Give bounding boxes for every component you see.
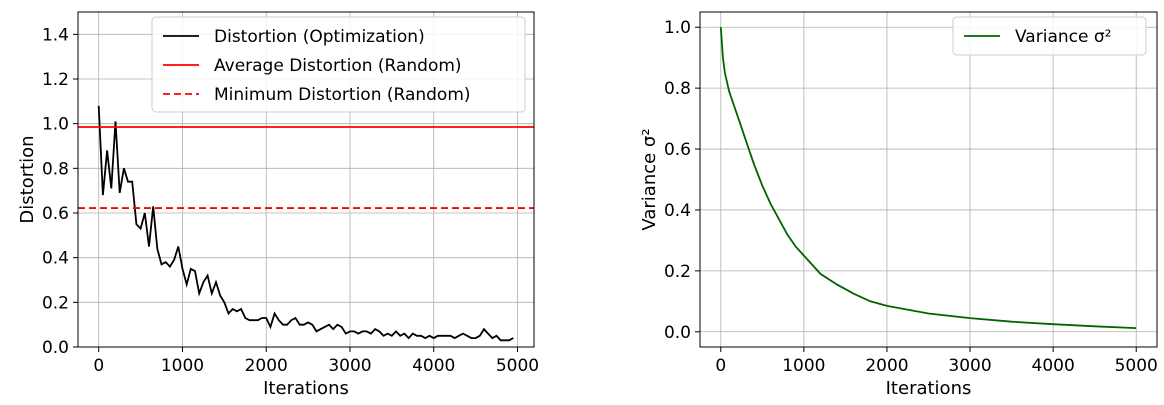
y-tick-label: 1.4 [42,25,69,45]
x-tick-label: 5000 [496,356,539,376]
x-tick-label: 1000 [161,356,204,376]
x-tick-label: 0 [715,356,726,376]
y-tick-label: 0.0 [42,338,69,358]
x-tick-label: 2000 [865,356,908,376]
legend-box [952,16,1147,56]
x-tick-label: 2000 [245,356,288,376]
y-axis-label: Distortion [17,135,38,223]
y-tick-label: 0.2 [42,293,69,313]
y-tick-label: 0.8 [664,79,691,99]
legend-box [151,16,526,113]
y-tick-label: 1.0 [42,115,69,135]
chart-2: 0 1000 2000 3000 4000 5000 0.0 0.2 0.4 0.6 0.8 1.0 I… [639,11,1158,399]
axes-frame [699,11,1158,348]
y-axis-label: Variance σ² [639,128,660,230]
x-tick-label: 4000 [412,356,455,376]
x-tick-label: 4000 [1032,356,1075,376]
x-tick-label: 0 [93,356,104,376]
x-tick-label: 5000 [1115,356,1158,376]
y-tick-label: 0.8 [42,159,69,179]
legend-label: Distortion (Optimization) [214,27,425,47]
series-line-1 [719,27,1137,329]
x-tick-label: 3000 [948,356,991,376]
y-tick-label: 1.2 [42,70,69,90]
legend: Distortion (Optimization) Average Distort… [151,16,526,113]
y-tick-label: 1.0 [664,18,691,38]
y-tick-label: 0.4 [42,249,69,269]
x-tick-label: 3000 [328,356,371,376]
legend-label: Minimum Distortion (Random) [214,85,471,105]
y-tick-label: 0.0 [664,323,691,343]
series-line-1 [97,105,514,342]
chart-1: 0 1000 2000 3000 4000 5000 0.0 0.2 0.4 0.6 0.8 1.0 1… [17,11,539,399]
x-axis-label: Iterations [886,378,972,399]
y-tick-label: 0.4 [664,201,691,221]
axes-frame [77,11,535,348]
y-tick-label: 0.6 [664,140,691,160]
x-tick-label: 1000 [782,356,825,376]
legend: Variance σ² [952,16,1147,56]
y-tick-label: 0.2 [664,262,691,282]
x-axis-label: Iterations [263,378,349,399]
legend-label: Variance σ² [1015,27,1111,47]
y-tick-label: 0.6 [42,204,69,224]
legend-label: Average Distortion (Random) [214,56,462,76]
